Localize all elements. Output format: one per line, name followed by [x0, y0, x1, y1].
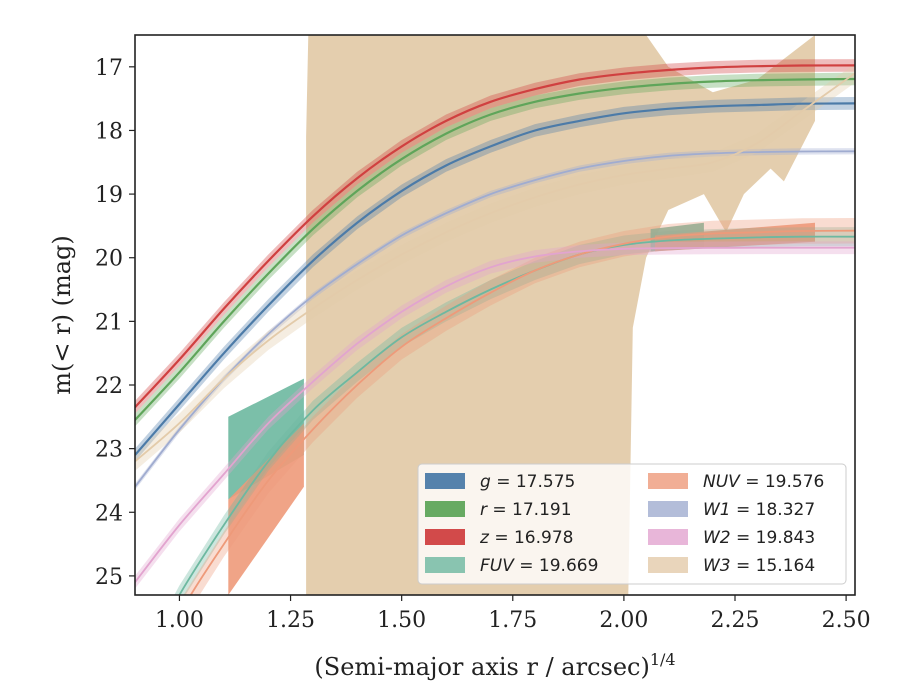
x-tick-label: 1.25 — [266, 608, 315, 633]
x-axis-label-superscript: 1/4 — [650, 650, 676, 669]
nuv-series-line — [189, 229, 855, 595]
legend-label-w2: W2 = 19.843 — [703, 528, 815, 548]
fuv-uncertainty-patch — [228, 378, 304, 500]
fuv-band — [174, 227, 855, 595]
x-axis-label: (Semi-major axis r / arcsec)1/4 — [314, 650, 675, 681]
y-tick-label: 24 — [95, 501, 123, 526]
x-tick-label: 2.50 — [822, 608, 871, 633]
legend-swatch-w2 — [648, 529, 688, 545]
y-axis: 17 18 19 20 21 22 23 24 25 — [95, 56, 135, 590]
legend-swatch-fuv — [425, 557, 465, 573]
legend-swatch-w1 — [648, 501, 688, 517]
x-axis-label-text: (Semi-major axis r / arcsec) — [314, 653, 649, 681]
plot-frame — [134, 34, 856, 596]
g-series-line — [135, 102, 855, 456]
legend-label-w1: W1 = 18.327 — [703, 500, 815, 520]
legend-label-nuv: NUV = 19.576 — [703, 472, 824, 492]
y-tick-label: 23 — [95, 438, 123, 463]
x-tick-label: 1.75 — [488, 608, 537, 633]
z-series-line — [135, 64, 855, 409]
x-tick-label: 1.50 — [377, 608, 426, 633]
legend-swatch-g — [425, 473, 465, 489]
r-series-line — [135, 77, 855, 421]
y-tick-label: 18 — [95, 119, 123, 144]
nuv-uncertainty-patch — [228, 423, 304, 595]
nuv-uncertainty-patch — [655, 222, 815, 252]
x-tick-label: 1.00 — [155, 608, 204, 633]
w3-band — [135, 63, 855, 471]
legend-swatch-r — [425, 501, 465, 517]
legend-label-g: g = 17.575 — [480, 472, 575, 492]
x-axis: 1.00 1.25 1.50 1.75 2.00 2.25 2.50 — [155, 595, 871, 633]
y-tick-label: 25 — [95, 565, 123, 590]
legend-box — [417, 463, 847, 585]
x-tick-label: 2.00 — [599, 608, 648, 633]
y-tick-label: 21 — [95, 310, 123, 335]
legend-label-w3: W3 = 15.164 — [703, 556, 815, 576]
legend-swatch-nuv — [648, 473, 688, 489]
x-tick-label: 2.25 — [711, 608, 760, 633]
y-tick-label: 20 — [95, 247, 123, 272]
w1-series-line — [135, 150, 855, 488]
legend-label-z: z = 16.978 — [479, 528, 573, 548]
series-bands — [135, 59, 855, 595]
uncertainty-fills — [228, 35, 815, 595]
y-axis-label: m(< r) (mag) — [48, 235, 76, 394]
y-tick-label: 19 — [95, 183, 123, 208]
legend-swatch-w3 — [648, 557, 688, 573]
legend-label-fuv: FUV = 19.669 — [480, 556, 598, 576]
y-tick-label: 17 — [95, 56, 123, 81]
legend-label-r: r = 17.191 — [480, 500, 572, 520]
fuv-series-line — [178, 235, 855, 595]
w2-series-line — [135, 246, 855, 583]
w3-series-line — [135, 72, 855, 463]
w2-band — [135, 241, 855, 589]
legend: g = 17.575 r = 17.191 z = 16.978 FUV = 19.6… — [417, 463, 847, 585]
w3-uncertainty-fill — [306, 35, 815, 595]
legend-swatch-z — [425, 529, 465, 545]
y-tick-label: 22 — [95, 374, 123, 399]
series-lines — [135, 64, 855, 595]
